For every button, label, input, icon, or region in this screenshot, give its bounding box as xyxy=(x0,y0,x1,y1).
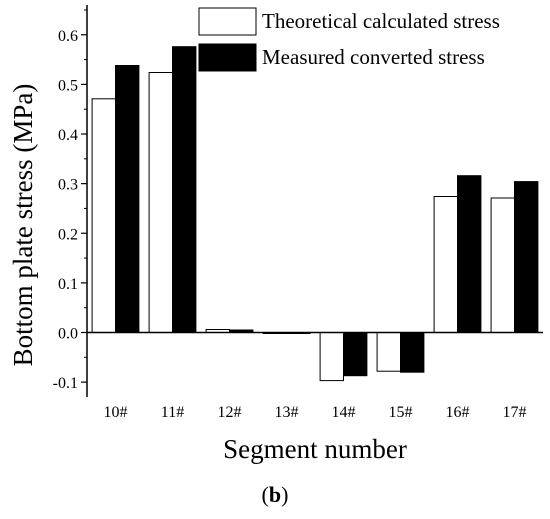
legend-label-theoretical: Theoretical calculated stress xyxy=(262,9,500,33)
y-tick-label: 0.3 xyxy=(58,177,78,194)
x-tick-label: 10# xyxy=(104,404,128,421)
bar-theoretical-17 xyxy=(490,197,516,333)
bar-theoretical-11 xyxy=(148,72,174,333)
x-axis-title: Segment number xyxy=(223,434,407,464)
bar-measured-10 xyxy=(115,65,140,333)
x-ticks-group: 10# 11# 12# 13# 14# 15# 16# 17# xyxy=(104,404,527,421)
bar-measured-11 xyxy=(172,46,197,333)
x-tick-label: 15# xyxy=(389,404,413,421)
bar-measured-15 xyxy=(400,332,425,373)
y-tick-label: -0.1 xyxy=(53,375,78,392)
caption-letter: b xyxy=(269,482,281,507)
legend: Theoretical calculated stress Measured c… xyxy=(198,7,500,72)
legend-label-measured: Measured converted stress xyxy=(262,45,485,69)
y-tick-label: 0.0 xyxy=(58,325,78,342)
legend-swatch-theoretical xyxy=(198,7,257,36)
bar-measured-14 xyxy=(343,332,368,377)
x-tick-label: 12# xyxy=(218,404,242,421)
bars-group xyxy=(91,46,539,382)
bar-theoretical-16 xyxy=(433,196,459,333)
y-tick-label: 0.6 xyxy=(58,28,78,45)
axes-group xyxy=(86,5,543,397)
caption-open: ( xyxy=(262,482,269,507)
x-tick-label: 13# xyxy=(275,404,299,421)
y-axis-title: Bottom plate stress (MPa) xyxy=(8,84,38,367)
bar-measured-16 xyxy=(457,175,482,333)
bar-measured-17 xyxy=(514,181,539,333)
bar-theoretical-15 xyxy=(376,332,402,372)
y-tick-label: 0.1 xyxy=(58,276,78,293)
y-tick-label: 0.2 xyxy=(58,226,78,243)
x-tick-label: 16# xyxy=(446,404,470,421)
legend-swatch-measured xyxy=(198,43,257,72)
y-tick-label: 0.4 xyxy=(58,127,78,144)
y-tick-label: 0.5 xyxy=(58,77,78,94)
caption-close: ) xyxy=(281,482,288,507)
x-tick-label: 11# xyxy=(161,404,184,421)
y-ticks-group: -0.1 0.0 0.1 0.2 0.3 0.4 0.5 0.6 xyxy=(53,9,87,392)
bar-theoretical-10 xyxy=(91,98,116,333)
x-tick-label: 14# xyxy=(332,404,356,421)
x-tick-label: 17# xyxy=(503,404,527,421)
figure-caption: (b) xyxy=(262,482,289,507)
bar-theoretical-14 xyxy=(319,332,345,382)
